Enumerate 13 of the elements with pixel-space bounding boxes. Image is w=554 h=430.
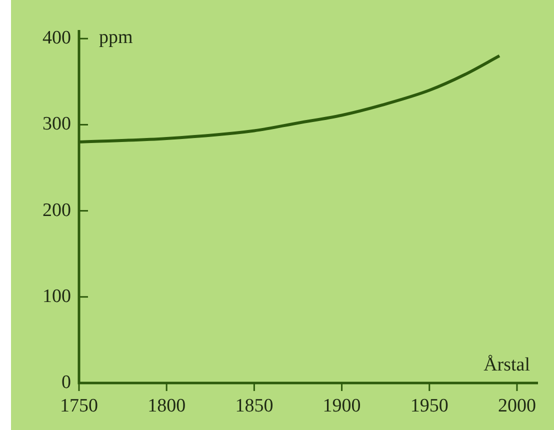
y-tick-label: 0 <box>62 372 71 393</box>
x-tick-label: 2000 <box>498 395 536 416</box>
y-axis-title: ppm <box>99 26 133 48</box>
x-tick-label: 1800 <box>148 395 186 416</box>
x-tick-label: 1900 <box>322 395 361 416</box>
x-tick-label: 1950 <box>410 395 448 416</box>
y-tick-label: 300 <box>42 114 71 135</box>
x-axis-title: Årstal <box>484 354 530 376</box>
x-tick-label: 1750 <box>60 395 98 416</box>
y-tick-label: 200 <box>42 200 71 221</box>
y-tick-label: 400 <box>42 28 71 49</box>
y-tick-label: 100 <box>42 286 71 307</box>
x-tick-label: 1850 <box>235 395 274 416</box>
